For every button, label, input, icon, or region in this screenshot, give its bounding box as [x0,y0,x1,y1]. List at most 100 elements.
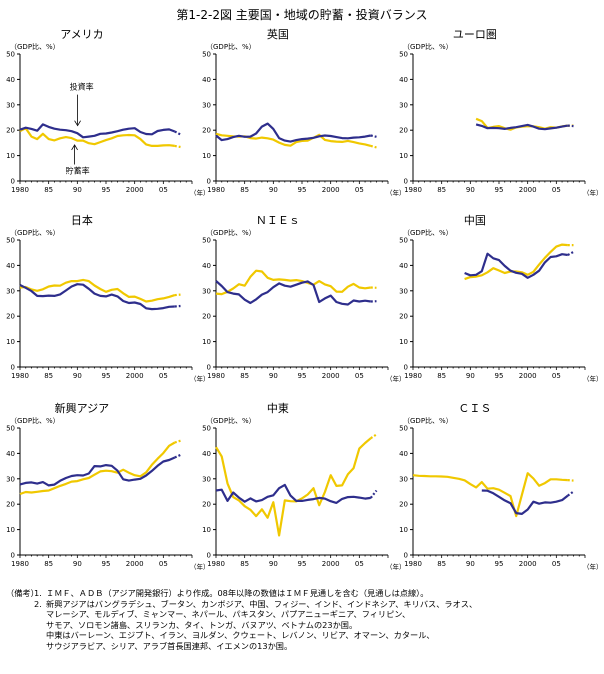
x-tick-label: 90 [269,560,278,568]
y-tick-label: 50 [202,425,211,433]
chart-panel: ＮＩＥｓ（GDP比、%） 0 10 20 30 40 50 1980 85 90 95 2000 05 （… [202,214,405,383]
x-tick-label: 2000 [322,372,340,380]
series-line-savings [215,269,371,296]
y-tick-label: 40 [399,76,408,84]
x-tick-label: 85 [240,186,249,194]
x-tick-label: 85 [437,186,446,194]
series-forecast-savings [567,479,574,482]
x-tick-label: 05 [552,186,561,194]
x-tick-label: 90 [466,560,475,568]
x-tick-label: 85 [44,186,53,194]
figure-title: 第1-2-2図 主要国・地域の貯蓄・投資バランス [176,8,428,22]
x-tick-label: 1980 [207,560,225,568]
axes [215,54,388,182]
series-forecast-savings [174,144,181,149]
series-forecast-investment [567,250,575,256]
x-unit-label: （年） [190,562,210,571]
chart-title: 中東 [267,402,289,415]
y-tick-label: 40 [6,450,15,458]
y-tick-label: 20 [399,501,408,509]
x-tick-label: 85 [240,560,249,568]
x-unit-label: （年） [386,562,406,571]
series-line-investment [215,122,372,143]
y-tick-label: 10 [202,526,211,534]
x-tick-label: 2000 [126,560,144,568]
series-line-investment [19,123,176,139]
y-tick-label: 0 [207,178,211,186]
y-tick-label: 30 [6,287,15,295]
chart-title: ＮＩＥｓ [256,214,300,227]
x-tick-label: 1980 [207,186,225,194]
y-tick-label: 20 [399,127,408,135]
y-tick-label: 30 [6,101,15,109]
series-line-savings [19,278,176,303]
x-unit-label: （年） [583,188,603,197]
y-tick-label: 10 [202,338,211,346]
chart-panel: ＣＩＳ （GDP比、%） 0 10 20 30 40 50 1980 85 90 95 2000 05 （年… [399,402,602,571]
y-tick-label: 0 [11,364,15,372]
note-text: 中東はバーレーン、エジプト、イラン、ヨルダン、クウェート、レバノン、リビア、オマ… [46,630,435,641]
chart-panel: ユーロ圏（GDP比、%） 0 10 20 30 40 50 1980 85 90 95 2000 05 （… [399,28,602,197]
y-tick-label: 20 [202,313,211,321]
series-line-investment [215,483,371,504]
x-tick-label: 05 [552,560,561,568]
x-tick-label: 05 [159,186,168,194]
note-text: ＩＭＦ、ＡＤＢ（アジア開発銀行）より作成。08年以降の数値はＩＭＦ見通しを含む（… [46,588,429,598]
chart-title: ユーロ圏 [453,28,497,41]
x-tick-label: 1980 [11,372,29,380]
x-tick-label: 85 [44,560,53,568]
y-tick-label: 40 [202,450,211,458]
chart-title: 中国 [464,214,486,227]
x-tick-label: 2000 [519,186,537,194]
x-tick-label: 85 [240,372,249,380]
axes [19,54,192,182]
chart-panel: 英国 （GDP比、%） 0 10 20 30 40 50 1980 85 90 95 2000 05 （年） [202,27,405,197]
x-tick-label: 85 [44,372,53,380]
chart-title: 新興アジア [55,401,110,415]
y-tick-label: 0 [207,364,211,372]
y-tick-label: 0 [404,178,408,186]
chart-title: 英国 [267,27,289,41]
notes-label: （備考） [6,588,39,598]
note-number: 2. [34,598,42,609]
chart-panel: 中東 （GDP比、%） 0 10 20 30 40 50 1980 85 90 95 2000 05 （年） [202,402,405,571]
note-text: サウジアラビア、シリア、アラブ首長国連邦、イエメンの13か国。 [46,640,293,651]
series-line-investment [19,456,176,487]
x-tick-label: 05 [355,560,364,568]
x-tick-label: 90 [73,372,82,380]
x-tick-label: 05 [552,372,561,380]
y-tick-label: 40 [202,76,211,84]
series-forecast-investment [567,124,574,128]
x-tick-label: 1980 [11,186,29,194]
x-tick-label: 05 [159,560,168,568]
notes: （備考） 1. ＩＭＦ、ＡＤＢ（アジア開発銀行）より作成。08年以降の数値はＩＭ… [6,588,602,652]
chart-title: アメリカ [60,28,103,41]
x-tick-label: 95 [102,560,111,568]
axes [412,54,585,182]
y-tick-label: 0 [11,178,15,186]
chart-panel: 日本 （GDP比、%） 0 10 20 30 40 50 1980 85 90 95 2000 05 （年） [6,213,209,383]
y-tick-label: 40 [6,262,15,270]
annotation-arrowhead [74,120,81,127]
y-tick-label: 50 [202,237,211,245]
y-tick-label: 10 [399,526,408,534]
x-tick-label: 2000 [322,186,340,194]
series-forecast-investment [174,130,182,136]
annotation-savings: 貯蓄率 [66,165,90,175]
note-text: 新興アジアはバングラデシュ、ブータン、カンボジア、中国、フィジー、インド、インド… [46,598,478,609]
y-axis-label: （GDP比、%） [403,416,453,425]
x-tick-label: 95 [102,372,111,380]
x-tick-label: 2000 [519,372,537,380]
y-tick-label: 20 [6,127,15,135]
series-line-savings [19,127,175,147]
y-tick-label: 30 [202,101,211,109]
y-axis-label: （GDP比、%） [403,42,453,51]
series-forecast-savings [370,144,377,149]
y-tick-label: 50 [6,51,15,59]
y-tick-label: 40 [399,450,408,458]
x-tick-label: 95 [298,560,307,568]
y-axis-label: （GDP比、%） [206,416,256,425]
y-tick-label: 50 [399,425,408,433]
axes [215,240,388,368]
